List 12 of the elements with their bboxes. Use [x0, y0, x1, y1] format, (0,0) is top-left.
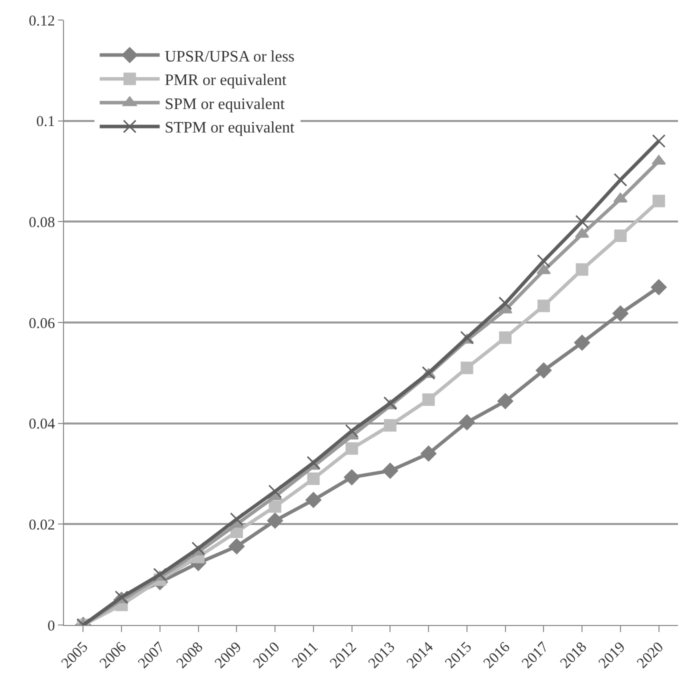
- y-tick-label: 0: [48, 618, 55, 634]
- legend-label: SPM or equivalent: [164, 96, 286, 113]
- y-tick-label: 0.12: [28, 13, 55, 30]
- y-tick-label: 0.06: [28, 316, 56, 332]
- legend-label: PMR or equivalent: [164, 72, 288, 90]
- y-tick-label: 0.02: [28, 517, 55, 534]
- y-tick-label: 0.1: [36, 114, 55, 130]
- legend-label: UPSR/UPSA or less: [164, 48, 295, 66]
- y-tick-label: 0.08: [28, 214, 55, 231]
- legend-label: STPM or equivalent: [164, 120, 296, 137]
- y-tick-label: 0.04: [28, 416, 56, 433]
- x-tick-label: 2011: [289, 639, 322, 672]
